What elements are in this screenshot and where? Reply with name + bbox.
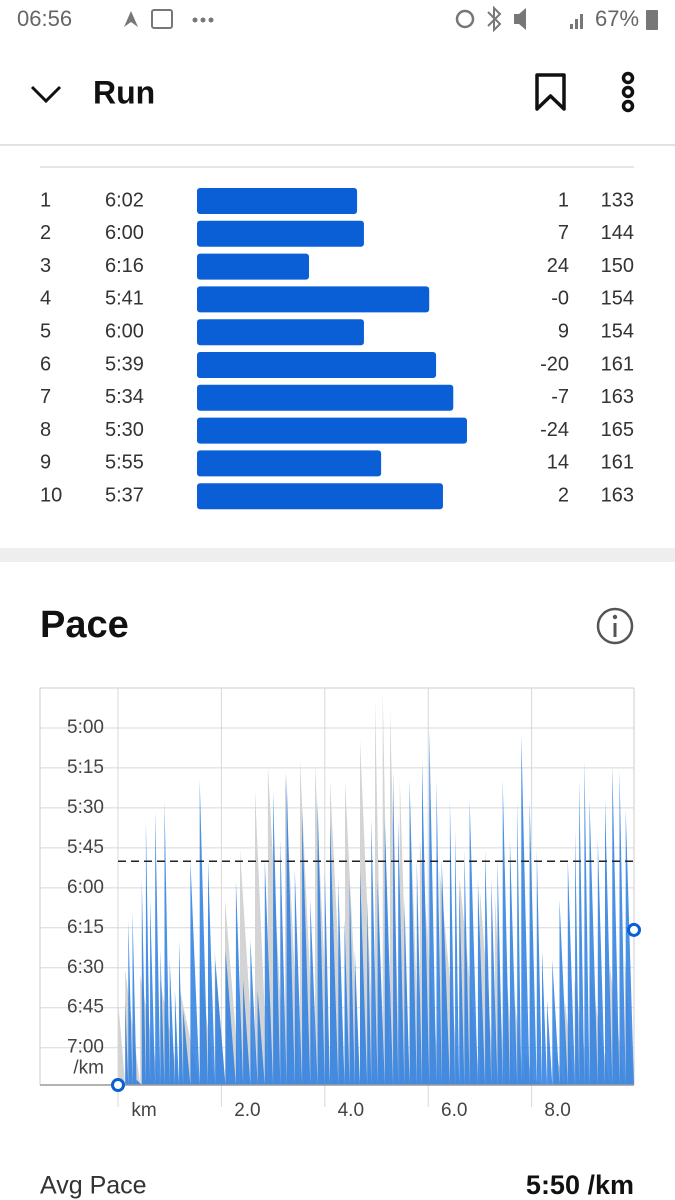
split-elevation: 7 (558, 222, 569, 244)
y-tick-label: 5:45 (67, 837, 104, 858)
split-heart-rate: 161 (601, 353, 634, 375)
split-bar (197, 188, 358, 214)
pace-chart: 5:00 5:15 5:30 5:45 6:00 6:15 6:30 6:45 7:00/km k… (39, 687, 641, 1121)
section-separator (0, 548, 675, 562)
split-bar (197, 286, 430, 313)
y-tick-label: 7:00 (67, 1037, 104, 1058)
split-bar (197, 319, 364, 346)
split-km: 10 (40, 484, 62, 506)
battery-icon (646, 10, 658, 30)
split-heart-rate: 150 (601, 255, 634, 277)
split-pace: 6:16 (105, 255, 144, 277)
chart-title: Pace (40, 604, 129, 646)
split-pace: 5:39 (105, 353, 144, 375)
split-elevation: 1 (558, 189, 569, 211)
split-pace: 6:02 (105, 189, 144, 211)
split-pace: 6:00 (105, 320, 144, 342)
status-icons (124, 5, 658, 33)
mute-icon (514, 8, 526, 30)
dot (208, 17, 214, 23)
y-unit-label: /km (73, 1058, 104, 1079)
split-km: 9 (40, 452, 51, 474)
bookmark-button[interactable] (535, 73, 566, 111)
split-pace: 5:30 (105, 419, 144, 441)
summary-value: 5:50 /km (526, 1170, 634, 1200)
split-km: 4 (40, 288, 51, 310)
split-pace: 5:37 (105, 484, 144, 506)
y-tick-label: 6:45 (67, 997, 104, 1018)
info-button[interactable] (596, 607, 634, 645)
split-heart-rate: 154 (601, 288, 634, 310)
split-elevation: -7 (551, 386, 569, 408)
split-pace: 5:41 (105, 288, 144, 310)
collapse-button[interactable] (30, 85, 62, 104)
split-elevation: 14 (547, 452, 569, 474)
header-title: Run (93, 74, 155, 110)
split-km: 6 (40, 353, 51, 375)
y-tick-label: 5:30 (67, 797, 104, 818)
signal (570, 24, 573, 29)
end-point (627, 922, 641, 937)
area (118, 730, 634, 1085)
alarm-icon (455, 9, 475, 29)
signal (575, 19, 578, 29)
split-heart-rate: 154 (601, 320, 634, 342)
battery-level: 67% (595, 6, 639, 31)
x-tick-label: 2.0 (234, 1100, 260, 1121)
split-bar (197, 352, 437, 378)
split-bar (197, 220, 364, 247)
split-pace: 5:34 (105, 386, 144, 408)
split-km: 1 (40, 189, 51, 211)
split-bar (197, 450, 382, 477)
split-elevation: 2 (558, 484, 569, 506)
x-tick-label: 8.0 (544, 1100, 570, 1121)
x-tick-label: km (131, 1100, 156, 1121)
split-km: 5 (40, 320, 51, 342)
split-elevation: 9 (558, 320, 569, 342)
x-tick-label: 6.0 (441, 1100, 467, 1121)
split-km: 3 (40, 255, 51, 277)
y-tick-label: 5:00 (67, 717, 104, 738)
signal (580, 14, 583, 29)
split-heart-rate: 163 (601, 386, 634, 408)
split-elevation: -24 (540, 419, 569, 441)
split-bar (197, 253, 309, 280)
y-tick-label: 6:30 (67, 957, 104, 978)
split-km: 2 (40, 222, 51, 244)
y-tick-label: 6:15 (67, 917, 104, 938)
end-point (111, 1078, 125, 1092)
splits-table: 1 6:02 1 133 2 6:00 7 144 3 6:16 24 150 4 5:41 -0 154 5 6… (40, 188, 634, 510)
split-pace: 6:00 (105, 222, 144, 244)
image-icon (151, 9, 173, 29)
split-bar (197, 417, 467, 444)
dot (192, 17, 198, 23)
split-elevation: 24 (547, 255, 569, 277)
areas (118, 690, 634, 1085)
menu-button[interactable] (621, 71, 635, 113)
split-heart-rate: 163 (601, 484, 634, 506)
split-km: 8 (40, 419, 51, 441)
y-tick-label: 5:15 (67, 757, 104, 778)
split-heart-rate: 165 (601, 419, 634, 441)
split-heart-rate: 133 (601, 189, 634, 211)
split-bar (197, 384, 454, 411)
split-elevation: -20 (540, 353, 569, 375)
split-heart-rate: 144 (601, 222, 634, 244)
x-tick-label: 4.0 (338, 1100, 364, 1121)
split-pace: 5:55 (105, 452, 144, 474)
split-heart-rate: 161 (601, 452, 634, 474)
nav-icon (124, 11, 138, 27)
status-time: 06:56 (17, 6, 72, 31)
summary-label: Avg Pace (40, 1172, 147, 1200)
dot (200, 17, 206, 23)
split-bar (197, 483, 443, 510)
bluetooth-icon (487, 5, 502, 33)
y-tick-label: 6:00 (67, 877, 104, 898)
split-km: 7 (40, 386, 51, 408)
split-elevation: -0 (551, 288, 569, 310)
